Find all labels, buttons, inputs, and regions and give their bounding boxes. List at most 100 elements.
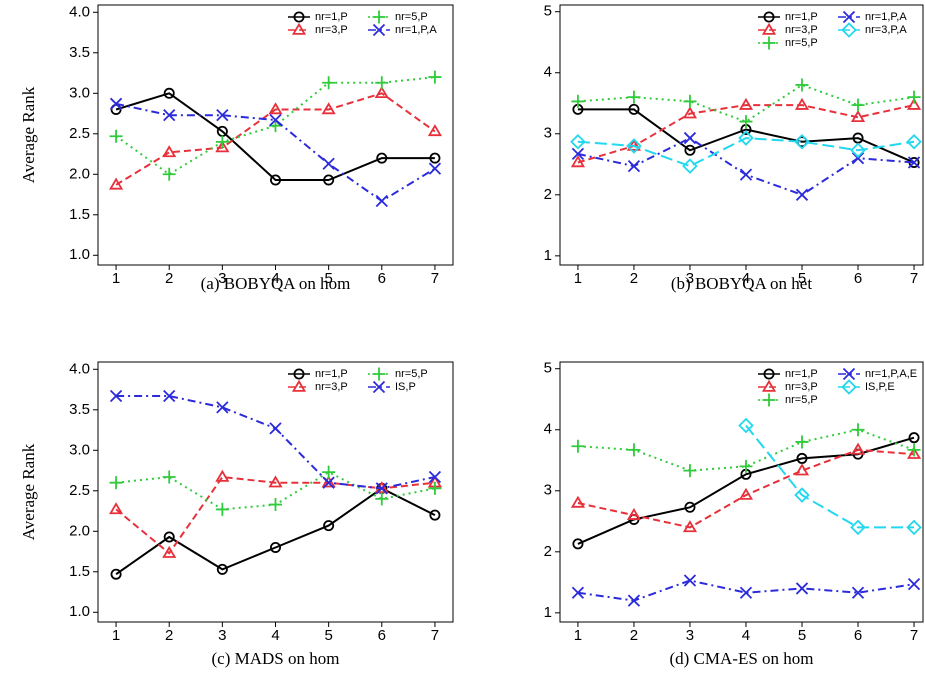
marker	[375, 482, 388, 495]
panel-caption: (b) BOBYQA on het	[671, 274, 812, 293]
marker	[570, 495, 585, 508]
x-tick-label: 1	[112, 627, 120, 644]
x-tick-label: 3	[686, 627, 694, 644]
marker	[683, 464, 697, 478]
legend-label: nr=1,P	[785, 11, 818, 23]
x-tick-label: 5	[798, 270, 806, 287]
marker	[628, 103, 640, 115]
marker	[163, 109, 176, 122]
marker	[571, 439, 585, 453]
x-tick-label: 3	[686, 270, 694, 287]
marker	[162, 545, 177, 558]
marker	[627, 443, 641, 457]
legend-label: nr=3,P	[315, 381, 348, 393]
marker	[795, 582, 809, 595]
legend-label: nr=5,P	[785, 394, 818, 406]
marker	[429, 152, 441, 164]
plot-frame	[97, 4, 454, 266]
marker	[570, 155, 585, 168]
marker	[906, 519, 922, 536]
panel-caption: (a) BOBYQA on hom	[201, 274, 351, 293]
marker	[794, 487, 810, 503]
legend-label: nr=5,P	[785, 37, 818, 49]
marker	[739, 586, 753, 599]
x-tick-label: 6	[854, 270, 862, 287]
marker	[375, 194, 388, 208]
x-tick-label: 5	[324, 627, 332, 644]
marker	[572, 538, 584, 550]
marker	[323, 520, 335, 532]
legend-label: nr=3,P	[785, 381, 818, 393]
marker	[684, 144, 696, 156]
legend-label: nr=1,P	[315, 368, 348, 380]
legend-marker	[372, 380, 386, 394]
x-tick-label: 1	[112, 270, 120, 287]
series-line	[115, 92, 436, 186]
x-tick-label: 2	[630, 627, 638, 644]
y-tick-label: 2.0	[69, 522, 90, 539]
marker	[375, 76, 389, 90]
marker	[269, 119, 282, 133]
marker	[682, 158, 698, 174]
marker	[738, 130, 754, 146]
marker	[795, 435, 809, 449]
marker	[268, 102, 283, 115]
marker	[374, 86, 389, 99]
series-line	[577, 448, 915, 529]
x-tick-label: 3	[218, 270, 226, 287]
marker	[269, 498, 282, 512]
legend-marker	[291, 379, 307, 392]
marker	[163, 87, 175, 99]
y-tick-label: 3.0	[69, 84, 90, 101]
legend-marker	[293, 368, 305, 380]
marker	[850, 110, 866, 123]
marker	[851, 586, 865, 599]
legend-label: nr=1,P	[315, 11, 348, 23]
marker	[322, 476, 335, 489]
marker	[375, 492, 389, 506]
marker	[683, 94, 697, 108]
series-line	[745, 424, 914, 529]
marker	[738, 97, 754, 110]
y-tick-label: 4	[544, 421, 552, 438]
marker	[269, 174, 281, 186]
marker	[682, 106, 698, 119]
legend-label: nr=1,P,A	[395, 24, 437, 36]
legend-marker	[291, 22, 307, 35]
marker	[850, 442, 866, 455]
series-line	[577, 108, 915, 164]
legend-label: nr=3,P	[785, 24, 818, 36]
series-line	[116, 395, 436, 490]
legend-label: IS,P	[395, 381, 416, 393]
y-tick-label: 3	[544, 482, 552, 499]
legend-marker	[763, 368, 775, 380]
marker	[683, 131, 697, 145]
marker	[851, 423, 865, 437]
marker	[322, 157, 335, 170]
legend-label: nr=1,P,A	[865, 11, 907, 23]
marker	[794, 133, 810, 150]
legend-marker	[372, 10, 386, 24]
marker	[570, 133, 586, 150]
x-tick-label: 2	[630, 270, 638, 287]
legend-marker	[763, 11, 775, 23]
marker	[428, 470, 442, 484]
y-tick-label: 2.0	[69, 165, 90, 182]
marker	[322, 465, 336, 479]
x-tick-label: 2	[165, 270, 173, 287]
panel: 1.0 1.5 2.0 2.5 3.0 3.5 4.0 1 2 3 4 5 6 7 (a) BOBYQA o…	[19, 3, 454, 293]
marker	[627, 159, 641, 173]
marker	[627, 90, 641, 104]
x-tick-label: 4	[271, 270, 279, 287]
series-line	[115, 92, 435, 181]
marker	[794, 97, 810, 110]
marker	[571, 147, 585, 161]
marker	[216, 109, 229, 122]
legend-marker	[842, 367, 856, 381]
marker	[739, 459, 753, 473]
x-tick-label: 6	[378, 627, 386, 644]
panel: 1 2 3 4 5 1 2 3 4 5 6 7 (d) CMA-ES on hom nr=1,Pnr=3,…	[544, 360, 924, 668]
y-tick-label: 3.0	[69, 441, 90, 458]
marker	[323, 174, 335, 186]
